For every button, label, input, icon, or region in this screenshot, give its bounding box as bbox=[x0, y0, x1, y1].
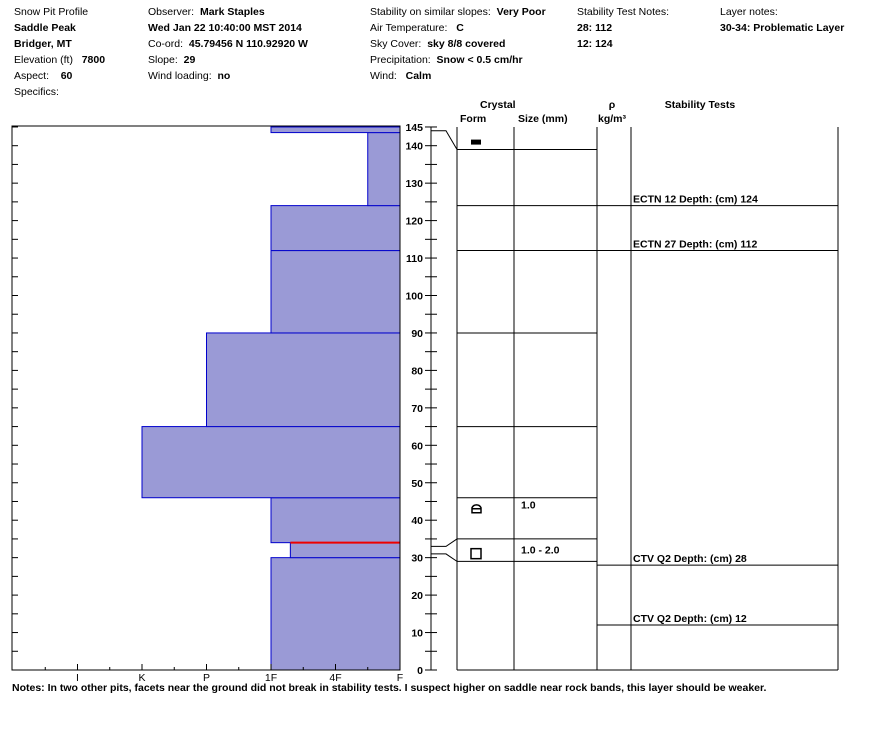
specifics-label: Specifics: bbox=[14, 86, 59, 98]
height-tick-label: 130 bbox=[405, 178, 423, 190]
form-header: Form bbox=[460, 113, 486, 125]
crystal-marks: 1.0 1.0 - 2.0 bbox=[470, 139, 560, 560]
aspect-value: 60 bbox=[60, 70, 73, 82]
coord-label: Co-ord: bbox=[148, 38, 184, 50]
hardness-layer bbox=[270, 497, 401, 544]
height-tick-label: 40 bbox=[411, 515, 423, 527]
height-tick-label: 60 bbox=[411, 440, 423, 452]
crystal-form-faceted-rounding-icon bbox=[471, 504, 482, 514]
height-tick-label: 100 bbox=[405, 291, 423, 303]
wind-value: Calm bbox=[405, 70, 432, 82]
right-panel: Crystal Form Size (mm) ρ kg/m³ Stability… bbox=[456, 99, 839, 671]
precip-value: Snow < 0.5 cm/hr bbox=[436, 54, 523, 66]
stability-note: 12: 124 bbox=[577, 38, 613, 50]
date-value: Wed Jan 22 10:40:00 MST 2014 bbox=[148, 22, 302, 34]
wind-label: Wind: bbox=[370, 70, 397, 82]
header-col-stability-notes: Stability Test Notes: 28: 112 12: 124 bbox=[577, 4, 669, 52]
sky-value: sky 8/8 covered bbox=[427, 38, 506, 50]
elevation-row: Elevation (ft) 7800 bbox=[14, 52, 105, 68]
stability-test-marks: ECTN 12 Depth: (cm) 124 ECTN 27 Depth: (c… bbox=[597, 194, 838, 626]
crystal-header: Crystal bbox=[480, 99, 516, 111]
hardness-tick-label: K bbox=[138, 672, 145, 684]
density-unit: kg/m³ bbox=[598, 113, 627, 125]
crystal-size-label: 1.0 bbox=[521, 500, 536, 512]
wind-loading-value: no bbox=[217, 70, 231, 82]
observer-label: Observer: bbox=[148, 6, 195, 18]
height-axis: 0 10 20 30 40 50 60 70 80 90 100 110 120 130 140 145 bbox=[11, 122, 437, 677]
density-header: ρ bbox=[609, 99, 616, 111]
height-tick-label: 20 bbox=[411, 590, 423, 602]
wind-loading-label: Wind loading: bbox=[148, 70, 212, 82]
stability-test-label: CTV Q2 Depth: (cm) 28 bbox=[633, 553, 747, 565]
stability-tests-header: Stability Tests bbox=[665, 99, 736, 111]
height-tick-label: 145 bbox=[405, 122, 423, 134]
header-col-layer-notes: Layer notes: 30-34: Problematic Layer bbox=[720, 4, 844, 36]
hardness-layer bbox=[270, 205, 401, 252]
height-tick-label: 120 bbox=[405, 216, 423, 228]
stability-notes-label: Stability Test Notes: bbox=[577, 6, 670, 18]
crystal-connector bbox=[431, 130, 458, 150]
aspect-row: Aspect: 60 bbox=[14, 68, 105, 84]
height-tick-label: 80 bbox=[411, 365, 423, 377]
slope-label: Slope: bbox=[148, 54, 178, 66]
hardness-layers bbox=[141, 126, 401, 671]
hardness-tick-label: 4F bbox=[329, 672, 341, 684]
hardness-axis: I K P 1F 4F F bbox=[44, 664, 403, 684]
size-header: Size (mm) bbox=[518, 113, 568, 125]
hardness-layer bbox=[270, 557, 401, 671]
pit-notes: Notes: In two other pits, facets near th… bbox=[12, 682, 767, 694]
air-temp-value: C bbox=[456, 22, 464, 34]
hardness-tick-label: I bbox=[76, 672, 79, 684]
crystal-form-square-icon bbox=[470, 547, 482, 560]
hardness-tick-label: F bbox=[397, 672, 403, 684]
height-tick-label: 0 bbox=[417, 665, 423, 677]
height-tick-label: 110 bbox=[406, 253, 423, 265]
hardness-layer bbox=[206, 332, 401, 428]
stability-value: Very Poor bbox=[496, 6, 546, 18]
hardness-layer bbox=[141, 426, 401, 499]
profile-title: Snow Pit Profile bbox=[14, 6, 89, 18]
stability-test-label: ECTN 12 Depth: (cm) 124 bbox=[633, 194, 758, 206]
elevation-label: Elevation (ft) bbox=[14, 54, 73, 66]
height-tick-label: 90 bbox=[411, 328, 423, 340]
precip-label: Precipitation: bbox=[370, 54, 431, 66]
sky-label: Sky Cover: bbox=[370, 38, 422, 50]
height-tick-label: 10 bbox=[411, 628, 423, 640]
crystal-connector bbox=[431, 538, 458, 547]
hardness-layer bbox=[270, 126, 401, 134]
slope-value: 29 bbox=[183, 54, 196, 66]
hardness-layer bbox=[270, 250, 401, 334]
location-region: Bridger, MT bbox=[14, 38, 72, 50]
stability-test-label: CTV Q2 Depth: (cm) 12 bbox=[633, 613, 747, 625]
stability-label: Stability on similar slopes: bbox=[370, 6, 491, 18]
header-col-observer: Observer: Mark Staples Wed Jan 22 10:40:… bbox=[148, 4, 308, 84]
air-temp-label: Air Temperature: bbox=[370, 22, 448, 34]
layer-notes-label: Layer notes: bbox=[720, 6, 778, 18]
height-tick-label: 50 bbox=[411, 478, 423, 490]
hardness-layer bbox=[289, 542, 401, 559]
coord-value: 45.79456 N 110.92920 W bbox=[188, 38, 308, 50]
crystal-boundaries bbox=[431, 130, 597, 562]
crystal-form-rect-icon bbox=[471, 139, 481, 145]
observer-value: Mark Staples bbox=[199, 6, 265, 18]
height-tick-label: 30 bbox=[411, 553, 423, 565]
location-name: Saddle Peak bbox=[14, 22, 76, 34]
header-col-location: Snow Pit Profile Saddle Peak Bridger, MT… bbox=[14, 4, 105, 100]
height-tick-label: 140 bbox=[405, 141, 423, 153]
crystal-connector bbox=[431, 553, 458, 562]
elevation-value: 7800 bbox=[81, 54, 106, 66]
header-col-conditions: Stability on similar slopes: Very Poor A… bbox=[370, 4, 546, 84]
hardness-tick-label: 1F bbox=[265, 672, 277, 684]
stability-test-label: ECTN 27 Depth: (cm) 112 bbox=[633, 239, 757, 251]
layer-notes-value: 30-34: Problematic Layer bbox=[720, 22, 845, 34]
hardness-tick-label: P bbox=[203, 672, 210, 684]
height-tick-label: 70 bbox=[411, 403, 423, 415]
crystal-size-label: 1.0 - 2.0 bbox=[521, 545, 560, 557]
aspect-label: Aspect: bbox=[14, 70, 50, 82]
hardness-layer bbox=[367, 132, 401, 207]
stability-note: 28: 112 bbox=[577, 22, 613, 34]
